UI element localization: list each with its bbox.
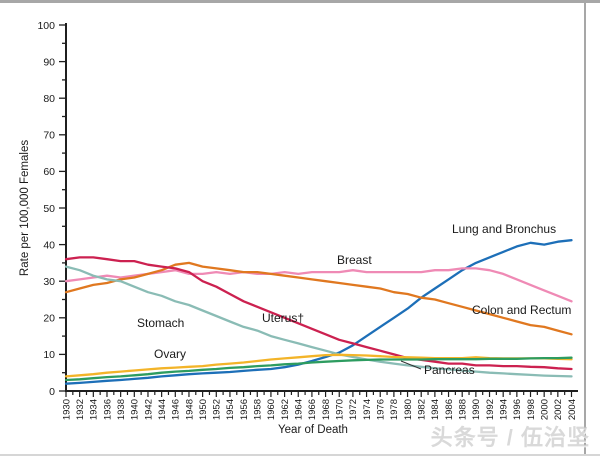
y-tick-label: 0 — [49, 386, 55, 398]
series-label-colon-and-rectum: Colon and Rectum — [472, 303, 571, 317]
axes — [65, 23, 578, 392]
top-border — [0, 0, 600, 3]
series-line-breast — [64, 267, 573, 303]
x-tick-label: 2002 — [553, 399, 564, 420]
x-tick-label: 1962 — [280, 399, 291, 420]
y-tick-label: 10 — [43, 349, 55, 361]
x-tick-label: 1966 — [307, 399, 318, 420]
x-tick-label: 1938 — [116, 399, 127, 420]
x-tick-label: 1996 — [512, 399, 523, 420]
x-tick-label: 2004 — [567, 399, 578, 420]
series-line-colon-and-rectum — [64, 261, 573, 336]
x-tick-label: 1936 — [102, 399, 113, 420]
x-tick-label: 1932 — [75, 399, 86, 420]
x-tick-label: 1964 — [294, 399, 305, 420]
x-tick-label: 2000 — [539, 399, 550, 420]
series-label-ovary: Ovary — [154, 347, 186, 361]
x-tick-label: 1940 — [130, 399, 141, 420]
bottom-border — [0, 454, 600, 456]
y-tick-label: 40 — [43, 239, 55, 251]
series-line-lung-and-bronchus — [64, 239, 573, 385]
x-tick-label: 1974 — [362, 399, 373, 420]
y-tick-label: 50 — [43, 203, 55, 215]
x-tick-label: 1986 — [444, 399, 455, 420]
y-axis-title: Rate per 100,000 Females — [19, 140, 31, 276]
y-tick-label: 70 — [43, 130, 55, 142]
x-tick-label: 1980 — [403, 399, 414, 420]
x-tick-label: 1960 — [266, 399, 277, 420]
series-line-uterus- — [64, 256, 573, 371]
x-axis-ticks: 1930 1932 1934 1936 1938 1940 1942 1944 1946 1948… — [61, 391, 578, 420]
series-label-breast: Breast — [337, 253, 372, 267]
x-tick-label: 1992 — [485, 399, 496, 420]
x-tick-label: 1988 — [458, 399, 469, 420]
series-label-pancreas: Pancreas — [424, 363, 475, 377]
x-tick-label: 1978 — [389, 399, 400, 420]
y-axis-ticks: 0 10 20 30 40 50 60 70 80 90 100 — [37, 20, 66, 398]
y-tick-label: 20 — [43, 313, 55, 325]
x-tick-label: 1990 — [471, 399, 482, 420]
x-tick-label: 1934 — [89, 399, 100, 420]
x-tick-label: 1972 — [348, 399, 359, 420]
x-tick-label: 1982 — [417, 399, 428, 420]
x-tick-label: 1984 — [430, 399, 441, 420]
series-label-lung-and-bronchus: Lung and Bronchus — [452, 222, 556, 236]
y-tick-label: 60 — [43, 166, 55, 178]
x-tick-label: 1994 — [498, 399, 509, 420]
x-axis-title: Year of Death — [278, 424, 348, 436]
x-tick-label: 1954 — [225, 399, 236, 420]
series-labels: Lung and Bronchus Breast Colon and Rectum U… — [137, 222, 571, 377]
series-lines — [64, 239, 573, 385]
series-line-stomach — [64, 265, 573, 378]
x-tick-label: 1942 — [143, 399, 154, 420]
x-tick-label: 1952 — [212, 399, 223, 420]
x-tick-label: 1970 — [335, 399, 346, 420]
x-tick-label: 1948 — [184, 399, 195, 420]
x-tick-label: 1956 — [239, 399, 250, 420]
right-border — [584, 0, 586, 456]
y-tick-label: 80 — [43, 93, 55, 105]
x-tick-label: 1946 — [171, 399, 182, 420]
pancreas-leader-line — [400, 360, 422, 370]
x-tick-label: 1976 — [376, 399, 387, 420]
y-tick-label: 90 — [43, 56, 55, 68]
x-tick-label: 1998 — [526, 399, 537, 420]
series-line-pancreas — [64, 356, 573, 382]
x-tick-label: 1958 — [253, 399, 264, 420]
y-tick-label: 30 — [43, 276, 55, 288]
y-tick-label: 100 — [37, 20, 55, 32]
x-tick-label: 1968 — [321, 399, 332, 420]
x-tick-label: 1930 — [61, 399, 72, 420]
x-tick-label: 1950 — [198, 399, 209, 420]
watermark-text: 头条号 / 伍治坚 — [430, 425, 590, 450]
series-label-stomach: Stomach — [137, 316, 184, 330]
x-tick-label: 1944 — [157, 399, 168, 420]
series-label-uterus-: Uterus† — [262, 311, 304, 325]
